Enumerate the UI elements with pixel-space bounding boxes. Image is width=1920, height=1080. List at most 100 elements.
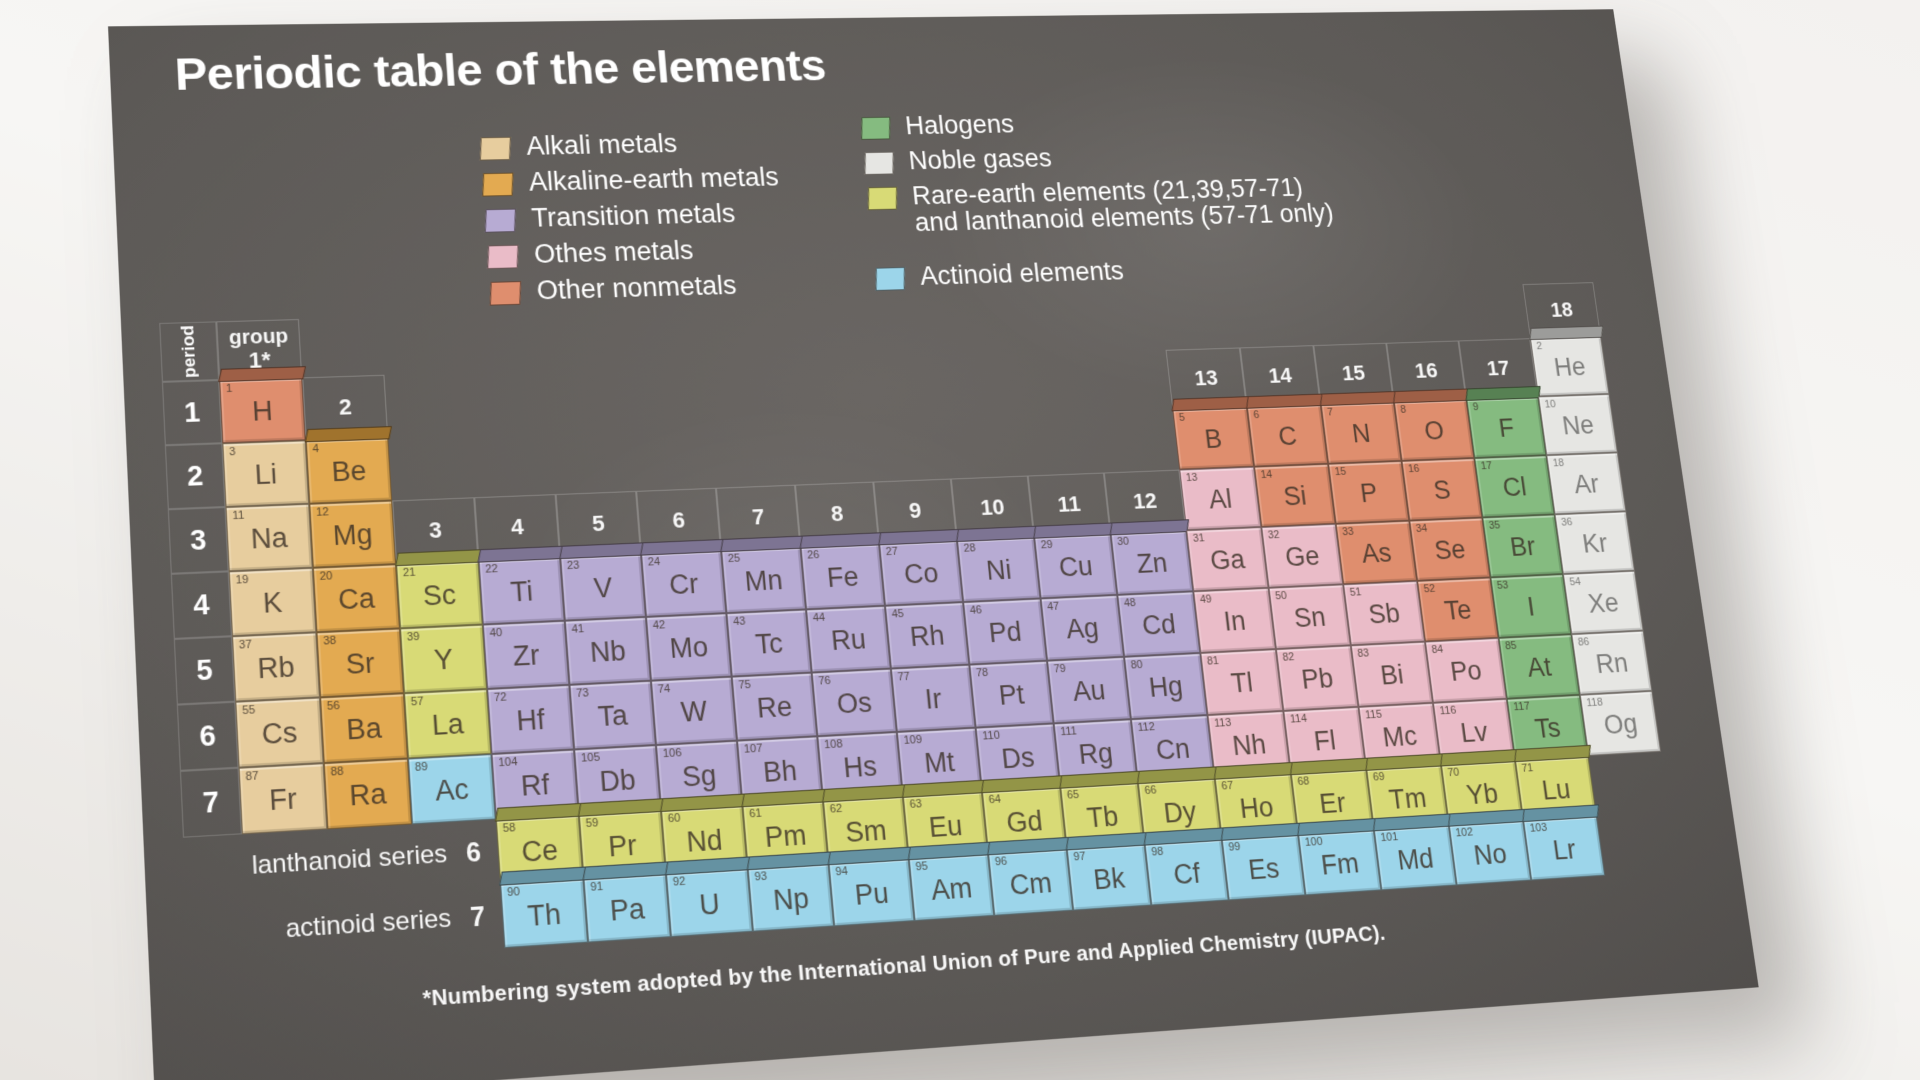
element-symbol: Ti [509,575,534,608]
atomic-number: 21 [402,566,417,580]
element-symbol: H [251,395,274,427]
element-hf: 72 Hf [487,684,575,754]
element-sc: 21 Sc [396,560,483,629]
atomic-number: 65 [1066,788,1080,802]
actinoid-series-label-text: actinoid series [284,903,453,944]
element-ge: 32 Ge [1261,523,1344,588]
element-nb: 41 Nb [564,616,651,685]
element-symbol: Bi [1378,659,1406,691]
element-la: 57 La [403,688,492,759]
element-symbol: Zn [1135,547,1169,579]
element-symbol: Pb [1299,663,1335,695]
atomic-number: 38 [322,634,337,648]
element-symbol: Og [1601,708,1640,740]
atomic-number: 24 [647,555,661,569]
atomic-number: 60 [667,811,682,826]
element-ba: 56 Ba [320,693,408,764]
atomic-number: 83 [1356,647,1370,660]
atomic-number: 14 [1260,468,1273,481]
atomic-number: 27 [885,545,899,559]
element-symbol: Pd [987,616,1023,649]
element-symbol: Mt [922,746,956,779]
period-label-7: 7 [179,767,242,838]
period-label-3: 3 [167,507,229,574]
element-be: 4 Be [305,437,393,504]
element-symbol: Fe [825,561,860,594]
legend-swatch-alkali [479,136,511,161]
element-symbol: Ds [1000,741,1036,775]
period-axis-label: period [159,321,220,382]
legend-item: Noble gases [863,140,1327,176]
atomic-number: 15 [1334,465,1347,478]
element-symbol: Ca [337,582,376,616]
element-symbol: Y [433,643,455,676]
atomic-number: 99 [1227,840,1242,854]
element-symbol: Ru [829,623,868,657]
element-symbol: Hg [1147,670,1185,703]
atomic-number: 13 [1185,471,1199,484]
atomic-number: 10 [1543,398,1557,411]
element-no: 102 No [1448,820,1532,886]
element-bk: 97 Bk [1066,843,1152,911]
atomic-number: 67 [1220,779,1235,793]
element-li: 3 Li [222,440,310,508]
element-symbol: Cm [1008,867,1054,902]
element-symbol: Sm [844,814,888,849]
atomic-number: 92 [672,875,687,889]
atomic-number: 3 [228,445,236,459]
element-re: 75 Re [731,672,818,741]
element-symbol: Fm [1319,847,1361,881]
element-symbol: Cl [1500,472,1529,503]
element-md: 101 Md [1373,824,1457,891]
atomic-number: 37 [238,638,253,652]
atomic-number: 43 [732,615,747,629]
atomic-number: 28 [963,542,977,555]
element-rh: 45 Rh [884,602,970,669]
atomic-number: 22 [484,562,499,576]
element-symbol: He [1552,352,1588,382]
element-ru: 44 Ru [806,605,891,673]
element-symbol: Eu [927,810,964,844]
atomic-number: 30 [1116,535,1130,549]
element-mg: 12 Mg [309,500,397,568]
element-he: 2 He [1529,335,1610,397]
atomic-number: 116 [1438,704,1457,718]
atomic-number: 42 [652,619,666,632]
element-symbol: Rn [1594,648,1630,679]
element-symbol: Pu [853,877,890,912]
element-rn: 86 Rn [1571,630,1653,695]
element-br: 35 Br [1482,514,1563,578]
atomic-number: 98 [1150,845,1165,859]
element-i: 53 I [1490,574,1572,638]
atomic-number: 36 [1560,516,1574,529]
element-symbol: Ce [520,834,560,869]
element-symbol: N [1350,418,1373,449]
element-symbol: Hs [842,750,879,784]
atomic-number: 77 [897,670,911,684]
element-symbol: Ga [1208,544,1247,576]
legend-right: Halogens Noble gases Rare-earth elements (… [860,106,1343,300]
element-symbol: Cs [260,716,299,751]
element-co: 27 Co [879,540,964,606]
legend-swatch-actinoid [875,267,905,292]
atomic-number: 68 [1296,775,1311,789]
legend-item: Alkali metals [479,128,776,161]
element-symbol: Te [1442,595,1474,626]
element-symbol: Ac [434,773,470,807]
element-symbol: O [1422,416,1446,446]
element-symbol: Rf [519,768,551,803]
atomic-number: 89 [414,760,429,775]
poster-title: Periodic table of the elements [173,39,828,100]
element-rb: 37 Rb [231,632,321,702]
element-symbol: Pa [608,892,646,928]
period-word: period [177,324,200,379]
element-symbol: Hf [515,703,546,737]
atomic-number: 66 [1143,784,1158,798]
element-ir: 77 Ir [890,664,976,732]
element-symbol: Tb [1085,800,1120,834]
element-symbol: Br [1508,531,1538,562]
periodic-table: period group 1* 2 3 4 5 6 7 8 9 10 11 12 13 14 15 16 17 18 1… [159,282,1678,969]
legend-label: Alkali metals [525,129,679,161]
